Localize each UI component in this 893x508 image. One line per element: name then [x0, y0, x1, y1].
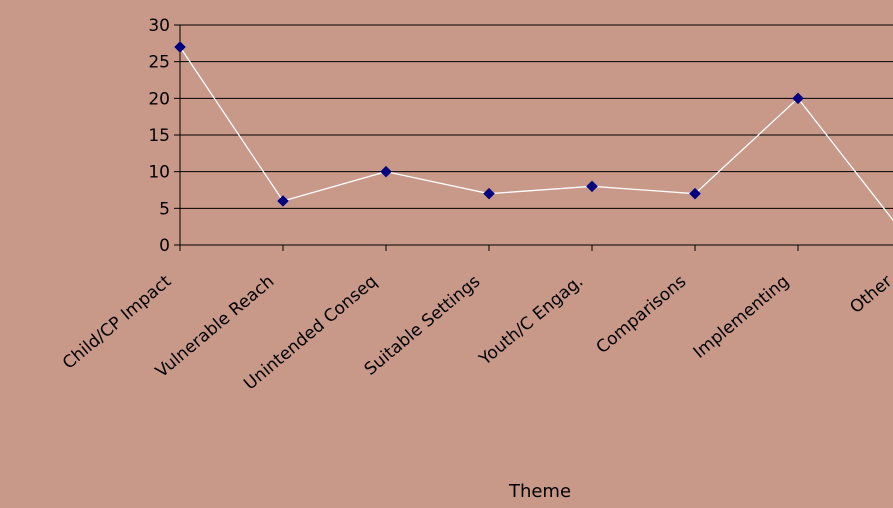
y-tick-label: 0: [159, 236, 170, 256]
data-point-marker: [277, 195, 289, 207]
series-line: [179, 46, 893, 222]
data-point-marker: [174, 41, 186, 53]
y-tick-label: 20: [148, 89, 170, 109]
data-point-marker: [792, 92, 804, 105]
x-tick-label: Comparisons: [593, 271, 691, 358]
data-point-marker: [586, 180, 598, 193]
data-point-marker: [380, 165, 392, 178]
y-tick-label: 15: [148, 126, 170, 146]
x-tick-label: Other: [846, 272, 893, 318]
y-tick-label: 5: [159, 199, 170, 219]
x-axis-title: Theme: [508, 481, 571, 502]
y-tick-label: 25: [148, 53, 170, 73]
y-tick-label: 10: [148, 163, 170, 183]
axes: [174, 24, 893, 251]
gridlines: [180, 24, 893, 209]
series: [174, 41, 893, 222]
x-tick-label: Youth/C Engag.: [475, 272, 587, 371]
y-tick-labels: 0 5 10 15 20 25 30: [148, 16, 170, 256]
x-tick-label: Child/CP Impact: [59, 271, 175, 373]
x-tick-label: Implementing: [690, 272, 793, 363]
data-point-marker: [483, 187, 495, 200]
data-point-marker: [689, 187, 701, 200]
y-tick-label: 30: [148, 16, 170, 36]
